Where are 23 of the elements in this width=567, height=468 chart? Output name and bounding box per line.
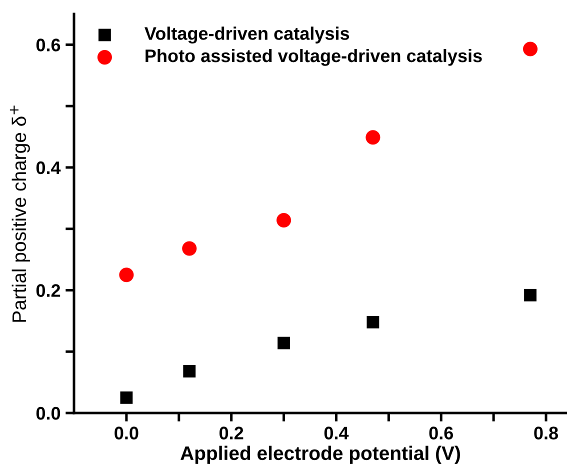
y-tick-label: 0.0 [36,406,60,420]
y-axis-title: Partial positive charge δ$^{+}$ [10,106,30,322]
legend-label: Photo assisted voltage-driven catalysis [146,48,482,66]
x-axis-title: Applied electrode potential (V) [180,446,460,464]
x-tick-label: 0.4 [324,426,349,440]
point [276,212,292,228]
x-tick-label: 0.6 [429,426,454,440]
point [182,241,197,256]
y-tick-label: 0.2 [36,284,60,297]
x-tick-label: 0.0 [114,426,138,440]
point [119,268,134,282]
x-tick-label: 0.2 [220,426,244,440]
point [366,130,380,145]
x-tick-label: 0.8 [534,426,558,440]
point [120,391,133,404]
point [366,316,380,328]
point [523,42,538,56]
point [183,365,196,378]
y-tick-label: 0.4 [36,161,61,174]
point [278,336,290,350]
legend-label: Voltage-driven catalysis [144,26,350,44]
y-tick-label: 0.6 [36,38,60,52]
point [524,288,536,302]
